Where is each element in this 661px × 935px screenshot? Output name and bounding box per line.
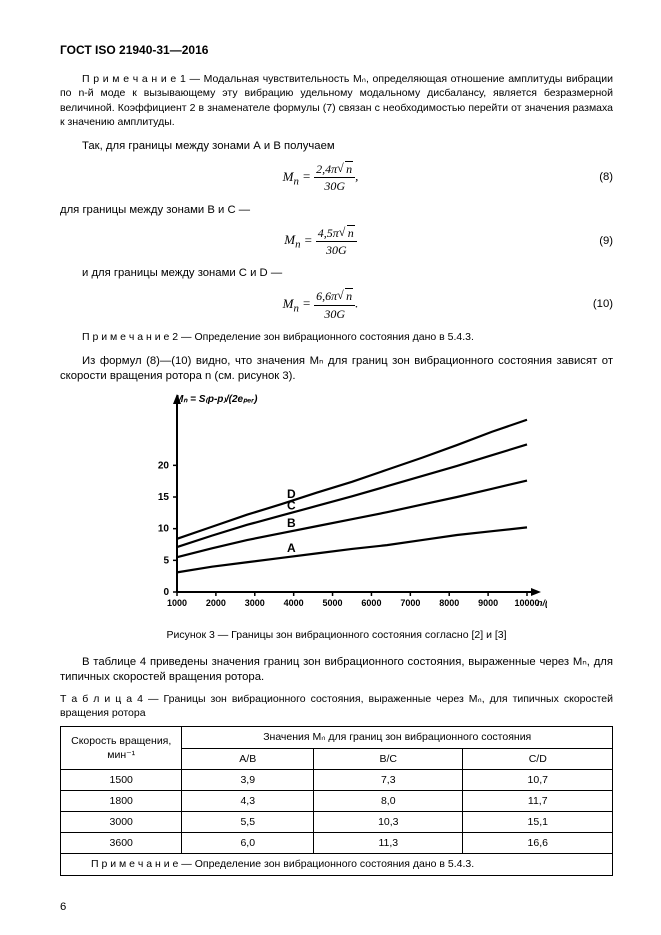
table-note-row: П р и м е ч а н и е — Определение зон ви… xyxy=(61,854,613,875)
svg-text:10: 10 xyxy=(157,524,169,535)
svg-text:5000: 5000 xyxy=(322,598,342,608)
formula-8: Mn = 2,4πn 30G , (8) xyxy=(60,161,613,194)
eq-number-10: (10) xyxy=(581,297,613,312)
svg-text:4000: 4000 xyxy=(283,598,303,608)
svg-text:7000: 7000 xyxy=(400,598,420,608)
svg-text:n/(r/min): n/(r/min) xyxy=(537,598,547,608)
figure-3-caption: Рисунок 3 — Границы зон вибрационного со… xyxy=(60,628,613,642)
formula-9: Mn = 4,5πn 30G (9) xyxy=(60,225,613,258)
para-cd: и для границы между зонами С и D — xyxy=(60,266,613,281)
table-4-caption: Т а б л и ц а 4 — Границы зон вибрационн… xyxy=(60,692,613,720)
para-formulas-ref: Из формул (8)—(10) видно, что значения M… xyxy=(60,354,613,385)
svg-text:6000: 6000 xyxy=(361,598,381,608)
svg-text:15: 15 xyxy=(157,492,169,503)
page-number: 6 xyxy=(60,900,66,915)
svg-text:9000: 9000 xyxy=(478,598,498,608)
table-row: 15003,97,310,7 xyxy=(61,769,613,790)
table-row: 18004,38,011,7 xyxy=(61,790,613,811)
eq-number-8: (8) xyxy=(581,170,613,185)
svg-text:A: A xyxy=(287,541,296,555)
svg-text:1000: 1000 xyxy=(166,598,186,608)
table-4: Скорость вращения, мин⁻¹ Значения Mₙ для… xyxy=(60,726,613,875)
figure-3-chart: 0 5 10 15 20 1000 2000 3000 4000 5000 6000 7000 8000… xyxy=(127,392,547,622)
table-row: 36006,011,316,6 xyxy=(61,833,613,854)
svg-text:8000: 8000 xyxy=(439,598,459,608)
para-table4-intro: В таблице 4 приведены значения границ зо… xyxy=(60,655,613,686)
svg-text:5: 5 xyxy=(163,556,169,567)
svg-text:Mₙ = S₍p-p₎/(2eₚₑᵣ): Mₙ = S₍p-p₎/(2eₚₑᵣ) xyxy=(175,394,258,405)
para-ab: Так, для границы между зонами А и В полу… xyxy=(60,139,613,154)
formula-10: Mn = 6,6πn 30G . (10) xyxy=(60,288,613,321)
page-header: ГОСТ ISO 21940-31—2016 xyxy=(60,42,613,58)
svg-text:10000: 10000 xyxy=(514,598,539,608)
eq-number-9: (9) xyxy=(581,234,613,249)
svg-text:20: 20 xyxy=(157,461,169,472)
svg-text:B: B xyxy=(287,517,296,531)
note-1: П р и м е ч а н и е 1 — Модальная чувств… xyxy=(60,72,613,129)
svg-text:2000: 2000 xyxy=(205,598,225,608)
svg-text:3000: 3000 xyxy=(244,598,264,608)
svg-text:0: 0 xyxy=(163,587,169,598)
table-row: 30005,510,315,1 xyxy=(61,812,613,833)
note-2: П р и м е ч а н и е 2 — Определение зон … xyxy=(60,330,613,344)
para-bc: для границы между зонами В и С — xyxy=(60,203,613,218)
svg-text:D: D xyxy=(287,487,296,501)
